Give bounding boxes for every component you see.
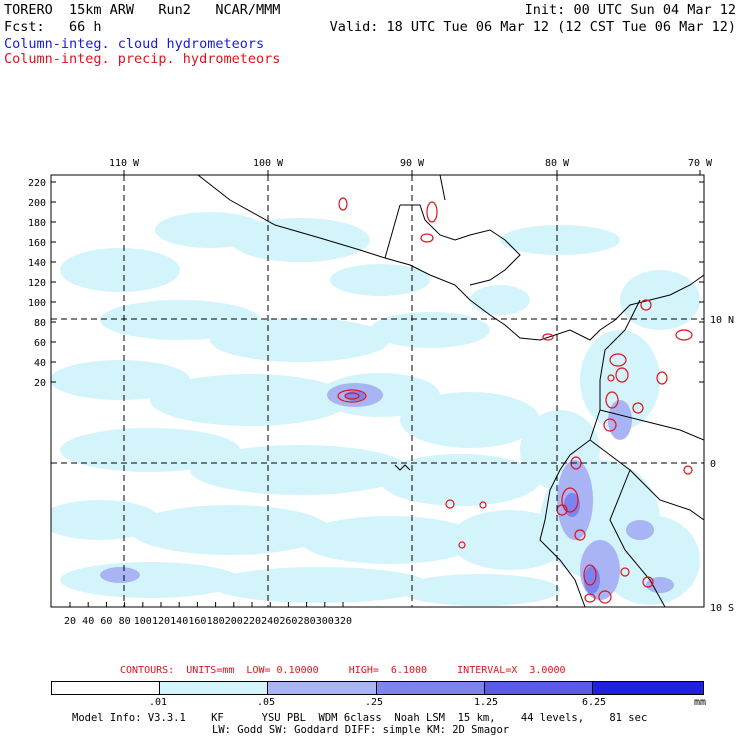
- y-tick-label: 100: [28, 298, 46, 309]
- cloud-shading: [51, 175, 704, 607]
- colorbar-label: .01: [149, 697, 168, 708]
- init-time: Init: 00 UTC Sun 04 Mar 12: [524, 2, 736, 18]
- colorbar-swatch: [52, 682, 160, 694]
- model-info-line2: LW: Godd SW: Goddard DIFF: simple KM: 2D…: [212, 724, 510, 736]
- precip-contours: [337, 197, 693, 604]
- lon-label: 110 W: [109, 158, 140, 169]
- forecast-hour: Fcst: 66 h: [4, 19, 102, 35]
- lon-label: 80 W: [545, 158, 570, 169]
- x-tick-label: 100: [134, 616, 152, 627]
- lon-label: 70 W: [688, 158, 713, 169]
- y-tick-label: 20: [34, 378, 46, 389]
- map-frame: [50, 174, 705, 608]
- y-tick-label: 200: [28, 198, 46, 209]
- x-tick-label: 180: [207, 616, 225, 627]
- lat-label: 0: [710, 459, 716, 470]
- x-tick-label: 20: [64, 616, 76, 627]
- colorbar-unit: mm: [694, 697, 707, 708]
- x-tick-label: 160: [188, 616, 206, 627]
- cloud-field-label: Column-integ. cloud hydrometeors: [4, 36, 265, 52]
- x-tick-label: 300: [316, 616, 334, 627]
- y-tick-label: 180: [28, 218, 46, 229]
- y-tick-label: 80: [34, 318, 46, 329]
- colorbar-swatch: [591, 682, 703, 694]
- lat-label: 10 N: [710, 315, 734, 326]
- precip-field-label: Column-integ. precip. hydrometeors: [4, 51, 281, 67]
- x-tick-label: 280: [298, 616, 316, 627]
- colorbar-label: 1.25: [474, 697, 499, 708]
- x-tick-label: 80: [119, 616, 131, 627]
- lat-label: 10 S: [710, 603, 734, 614]
- x-tick-label: 220: [243, 616, 261, 627]
- x-tick-label: 60: [100, 616, 112, 627]
- model-title: TORERO 15km ARW Run2 NCAR/MMM: [4, 2, 281, 18]
- x-tick-label: 140: [170, 616, 188, 627]
- colorbar-swatch: [483, 682, 592, 694]
- lon-label: 100 W: [253, 158, 284, 169]
- x-tick-label: 240: [261, 616, 279, 627]
- model-info-line1: Model Info: V3.3.1 KF YSU PBL WDM 6class…: [72, 712, 648, 724]
- graticule: [51, 175, 704, 607]
- lon-label: 90 W: [400, 158, 425, 169]
- contour-info: CONTOURS: UNITS=mm LOW= 0.10000 HIGH= 6.…: [120, 665, 566, 676]
- y-tick-label: 120: [28, 278, 46, 289]
- valid-time: Valid: 18 UTC Tue 06 Mar 12 (12 CST Tue …: [329, 19, 736, 35]
- x-tick-label: 200: [225, 616, 243, 627]
- colorbar-label: 6.25: [582, 697, 607, 708]
- y-tick-label: 140: [28, 258, 46, 269]
- y-tick-label: 40: [34, 358, 46, 369]
- colorbar-swatch: [375, 682, 484, 694]
- x-tick-label: 320: [334, 616, 352, 627]
- colorbar-label: .05: [257, 697, 276, 708]
- x-tick-label: 120: [152, 616, 170, 627]
- x-tick-label: 260: [279, 616, 297, 627]
- y-tick-label: 60: [34, 338, 46, 349]
- x-tick-label: 40: [82, 616, 94, 627]
- y-tick-label: 220: [28, 178, 46, 189]
- colorbar-swatch: [267, 682, 376, 694]
- y-tick-label: 160: [28, 238, 46, 249]
- colorbar-swatch: [159, 682, 268, 694]
- colorbar: [51, 681, 704, 695]
- colorbar-label: .25: [365, 697, 384, 708]
